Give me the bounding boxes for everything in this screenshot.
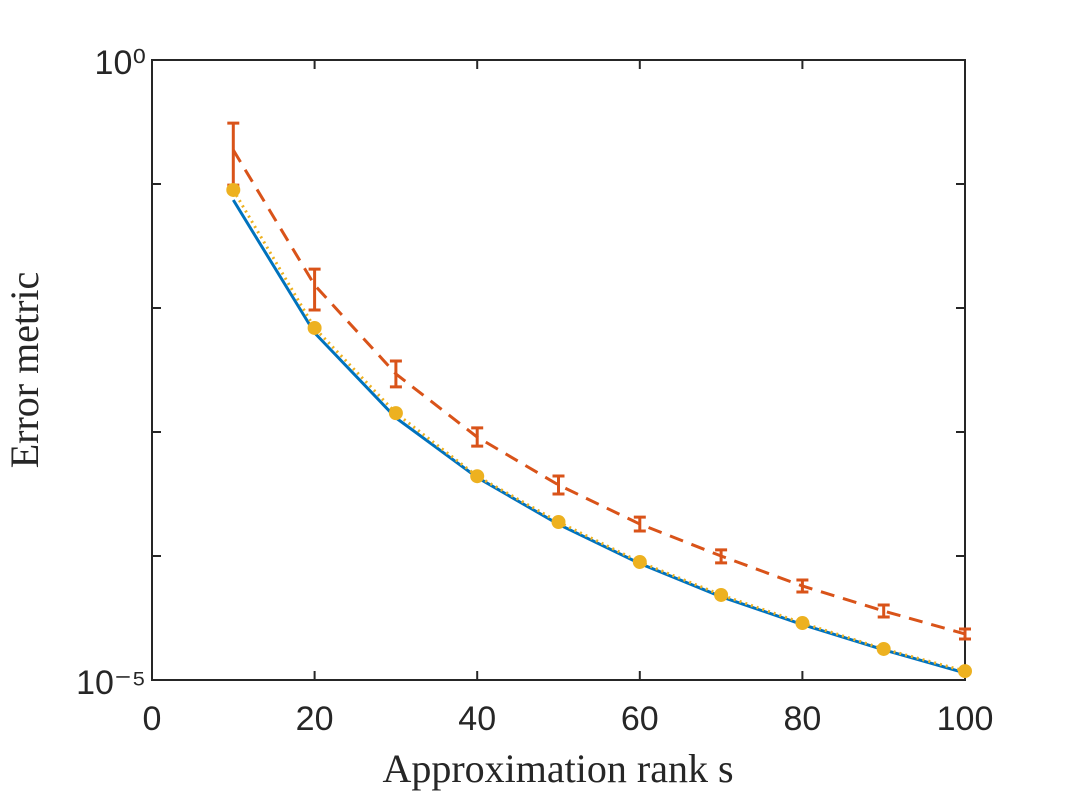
y-tick-label: 10⁻⁵ <box>76 664 146 702</box>
marker <box>470 469 485 484</box>
marker <box>876 641 891 656</box>
x-axis-label: Approximation rank s <box>382 746 733 791</box>
y-tick-label: 10⁰ <box>95 44 146 82</box>
x-tick-label: 80 <box>783 700 821 738</box>
error-bar <box>389 359 402 389</box>
marker <box>388 406 403 421</box>
marker <box>958 664 972 679</box>
x-tick-label: 40 <box>458 700 496 738</box>
marker <box>226 182 241 197</box>
marker <box>632 554 647 569</box>
error-bar <box>552 474 565 496</box>
error-bar <box>633 515 646 533</box>
series-line <box>232 189 966 673</box>
y-axis-label: Error metric <box>2 272 47 469</box>
error-bar <box>471 426 484 448</box>
plot-frame <box>151 59 966 681</box>
x-tick-label: 60 <box>621 700 659 738</box>
x-tick-label: 100 <box>937 700 994 738</box>
marker <box>795 616 810 631</box>
marker <box>714 587 729 602</box>
series-line <box>232 149 966 636</box>
marker <box>307 320 322 335</box>
error-bar <box>959 627 971 641</box>
error-bar <box>308 267 321 312</box>
x-tick-label: 0 <box>143 700 162 738</box>
error-bar <box>715 548 728 565</box>
x-tick-label: 20 <box>296 700 334 738</box>
error-bar <box>877 603 890 619</box>
error-bar <box>796 578 809 594</box>
marker <box>551 515 566 530</box>
